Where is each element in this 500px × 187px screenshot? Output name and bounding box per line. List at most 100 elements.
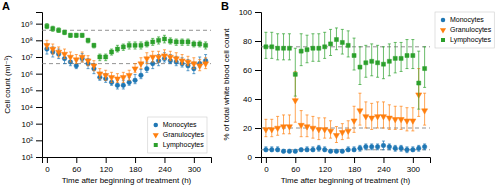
reference-line [42,30,211,31]
error-bar [63,30,66,34]
y-axis: 10¹10²10³10⁴10⁵10⁶10⁷10⁸10⁹ [21,13,43,163]
error-bar [335,28,338,50]
point [416,146,421,151]
point [287,149,292,154]
x-tick-label: 60 [72,165,81,174]
error-bar [417,51,420,109]
x-axis-title: Time after beginning of treatment (h) [281,176,411,185]
point [293,72,297,76]
y-tick-label: 10² [21,136,33,145]
point [103,74,109,79]
point [381,62,385,66]
y-tick-mark [255,12,261,13]
y-tick: 10² [21,136,42,145]
x-tick-mark [383,157,384,163]
point [417,81,421,85]
plot-area [42,24,211,89]
error-bar [411,147,414,151]
point [398,118,404,123]
error-bar [81,33,84,37]
error-bar [104,54,107,61]
point [352,54,356,58]
y-tick-mark [255,128,261,129]
point [286,125,292,130]
panel: 060120180240300020406080100Time after be… [221,0,494,185]
error-bar [388,144,391,150]
error-bar [405,147,408,153]
point [376,61,380,65]
point [120,76,126,81]
x-tick-mark [164,157,165,163]
error-bar [323,32,326,58]
y-axis: 020406080100 [239,8,262,162]
point [115,83,120,88]
error-bar [317,145,320,151]
error-bar [311,147,314,151]
y-tick-label: 40 [243,95,252,104]
legend-marker [441,38,445,42]
point [114,77,120,82]
point [109,76,115,81]
point [346,43,350,47]
point [393,146,398,151]
point [351,119,357,124]
error-bar [264,32,267,58]
error-bar [75,33,78,37]
error-bar [370,144,373,150]
point [369,145,374,150]
point [358,65,362,69]
point [287,46,291,50]
y-tick-label: 10⁷ [21,53,33,62]
point [162,37,166,41]
error-bar [329,29,332,55]
y-tick-label: 60 [243,66,252,75]
y-tick-mark [36,90,42,91]
legend-label: Lymphocytes [450,36,491,44]
point [144,57,150,62]
point [375,145,380,150]
point [67,55,73,60]
x-tick-label: 120 [100,165,114,174]
legend-label: Granulocytes [450,26,492,34]
point [410,119,416,124]
point [133,78,138,83]
error-bar [411,40,414,69]
legend-box [435,12,494,48]
point [422,145,427,150]
point [334,149,339,154]
point [328,149,333,154]
legend-item: Lymphocytes [154,141,204,149]
error-bar [382,141,385,150]
point [198,42,202,46]
legend-marker [154,143,158,147]
point [161,54,167,59]
x-tick: 180 [129,157,143,174]
axis-line [43,158,212,164]
y-tick-mark [36,57,42,58]
error-bar [186,39,189,45]
x-tick-label: 240 [377,165,391,174]
error-bar [364,45,367,77]
point [275,147,280,152]
y-tick: 80 [243,37,261,46]
point [126,74,132,79]
point [404,119,410,124]
error-bar [282,150,285,153]
reference-line [261,128,430,129]
legend-marker [441,18,446,23]
point [305,147,310,152]
x-tick-label: 240 [158,165,172,174]
error-bar [300,148,303,151]
x-tick-mark [194,157,195,163]
x-tick: 0 [264,157,269,174]
error-bar [69,33,72,37]
point [281,149,286,154]
error-bar [358,145,361,151]
error-bar [382,47,385,79]
point [264,147,269,152]
y-tick-mark [36,74,42,75]
point [411,147,416,152]
point [132,67,138,72]
point [345,129,351,134]
point [173,57,179,62]
